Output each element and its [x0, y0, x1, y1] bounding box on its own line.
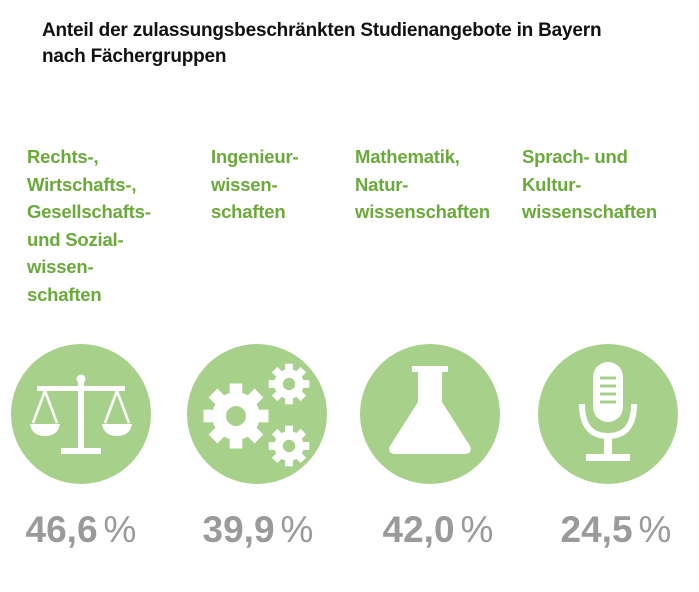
- value-number: 24,5: [560, 509, 633, 550]
- label-line: Rechts-,: [27, 146, 99, 167]
- gears-icon: [203, 363, 310, 467]
- value-engineering: 39,9%: [178, 508, 338, 552]
- group-label-math-science: Mathematik, Natur- wissenschaften: [355, 143, 490, 226]
- label-line: Sprach- und: [522, 146, 628, 167]
- value-number: 39,9: [202, 509, 275, 550]
- flask-icon: [389, 366, 471, 454]
- label-line: Mathematik,: [355, 146, 460, 167]
- group-label-law-economics-social: Rechts-, Wirtschafts-, Gesellschafts- un…: [27, 143, 151, 308]
- group-label-engineering: Ingenieur- wissen- schaften: [211, 143, 299, 226]
- title-line-2: nach Fächergruppen: [42, 46, 227, 67]
- group-label-language-culture: Sprach- und Kultur- wissenschaften: [522, 143, 657, 226]
- label-line: Kultur-: [522, 173, 582, 195]
- label-line: wissen-: [27, 256, 94, 277]
- label-line: Wirtschafts-,: [27, 173, 137, 195]
- title-line-1: Anteil der zulassungsbeschränkten Studie…: [42, 20, 602, 41]
- icon-circle-math-science: [360, 344, 500, 484]
- label-line: und Sozial-: [27, 228, 124, 250]
- value-language-culture: 24,5%: [536, 508, 696, 552]
- value-law: 46,6%: [1, 508, 161, 552]
- value-math-science: 42,0%: [358, 508, 518, 552]
- label-line: Gesellschafts-: [27, 201, 151, 222]
- label-line: Natur-: [355, 173, 409, 195]
- icon-circle-language-culture: [538, 344, 678, 484]
- value-unit: %: [638, 509, 672, 550]
- label-line: wissen-: [211, 173, 278, 195]
- icon-circle-law: [11, 344, 151, 484]
- scales-icon: [30, 374, 132, 454]
- label-line: wissenschaften: [522, 201, 657, 222]
- value-unit: %: [460, 509, 494, 550]
- value-unit: %: [103, 509, 137, 550]
- page-title: Anteil der zulassungsbeschränkten Studie…: [42, 18, 682, 70]
- value-number: 46,6: [25, 509, 98, 550]
- value-number: 42,0: [382, 509, 455, 550]
- icon-circle-engineering: [187, 344, 327, 484]
- label-line: Ingenieur-: [211, 146, 299, 167]
- label-line: wissenschaften: [355, 201, 490, 222]
- label-line: schaften: [211, 201, 286, 222]
- value-unit: %: [280, 509, 314, 550]
- microphone-icon: [579, 362, 637, 461]
- label-line: schaften: [27, 283, 102, 305]
